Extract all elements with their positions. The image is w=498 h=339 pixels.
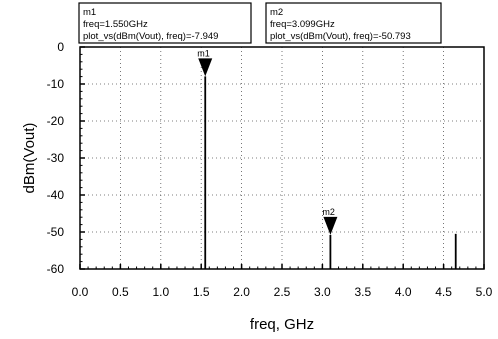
- marker-readout-m1-freq: freq=1.550GHz: [83, 19, 148, 30]
- marker-readout-m2: m2 freq=3.099GHz plot_vs(dBm(Vout), freq…: [265, 2, 442, 44]
- tick-labels: 0.0 0.5 1.0 1.5 2.0 2.5 3.0 3.5 4.0 4.5 5.0 0 -10 -20…: [47, 40, 493, 299]
- x-tick-label: 5.0: [476, 285, 493, 299]
- marker-readout-m1: m1 freq=1.550GHz plot_vs(dBm(Vout), freq…: [78, 2, 252, 44]
- y-tick-label: -50: [47, 225, 65, 239]
- marker-m2-triangle: [323, 216, 338, 235]
- y-tick-label: -20: [47, 114, 65, 128]
- y-tick-label: -10: [47, 77, 65, 91]
- y-tick-label: -60: [47, 262, 65, 276]
- marker-readout-m2-frame: [265, 2, 442, 44]
- x-tick-label: 3.0: [314, 285, 331, 299]
- marker-m1-tag: m1: [197, 48, 210, 58]
- x-tick-label: 0.5: [112, 285, 129, 299]
- y-tick-label: -30: [47, 151, 65, 165]
- axis-ticks: [79, 46, 485, 270]
- x-tick-label: 1.0: [152, 285, 169, 299]
- x-tick-label: 0.0: [72, 285, 89, 299]
- marker-readout-m2-name: m2: [270, 7, 283, 18]
- y-axis-title: dBm(Vout): [21, 123, 38, 194]
- grid: [80, 47, 484, 269]
- series: [204, 76, 457, 269]
- x-tick-label: 4.0: [395, 285, 412, 299]
- x-tick-label: 2.5: [274, 285, 291, 299]
- x-tick-label: 4.5: [435, 285, 452, 299]
- x-tick-label: 2.0: [233, 285, 250, 299]
- marker-readout-m1-frame: [78, 2, 252, 44]
- marker-readout-m1-name: m1: [83, 7, 96, 18]
- x-axis-title: freq, GHz: [250, 316, 314, 333]
- marker-readout-m2-value: plot_vs(dBm(Vout), freq)=-50.793: [270, 31, 411, 42]
- marker-m2-tag: m2: [322, 207, 335, 217]
- marker-readout-m1-value: plot_vs(dBm(Vout), freq)=-7.949: [83, 31, 218, 42]
- y-tick-label: 0: [57, 40, 64, 54]
- y-tick-label: -40: [47, 188, 65, 202]
- marker-readout-m2-freq: freq=3.099GHz: [270, 19, 335, 30]
- x-tick-label: 3.5: [354, 285, 371, 299]
- marker-m1-triangle: [198, 58, 213, 77]
- markers: m1 m2: [197, 48, 338, 235]
- x-tick-label: 1.5: [193, 285, 210, 299]
